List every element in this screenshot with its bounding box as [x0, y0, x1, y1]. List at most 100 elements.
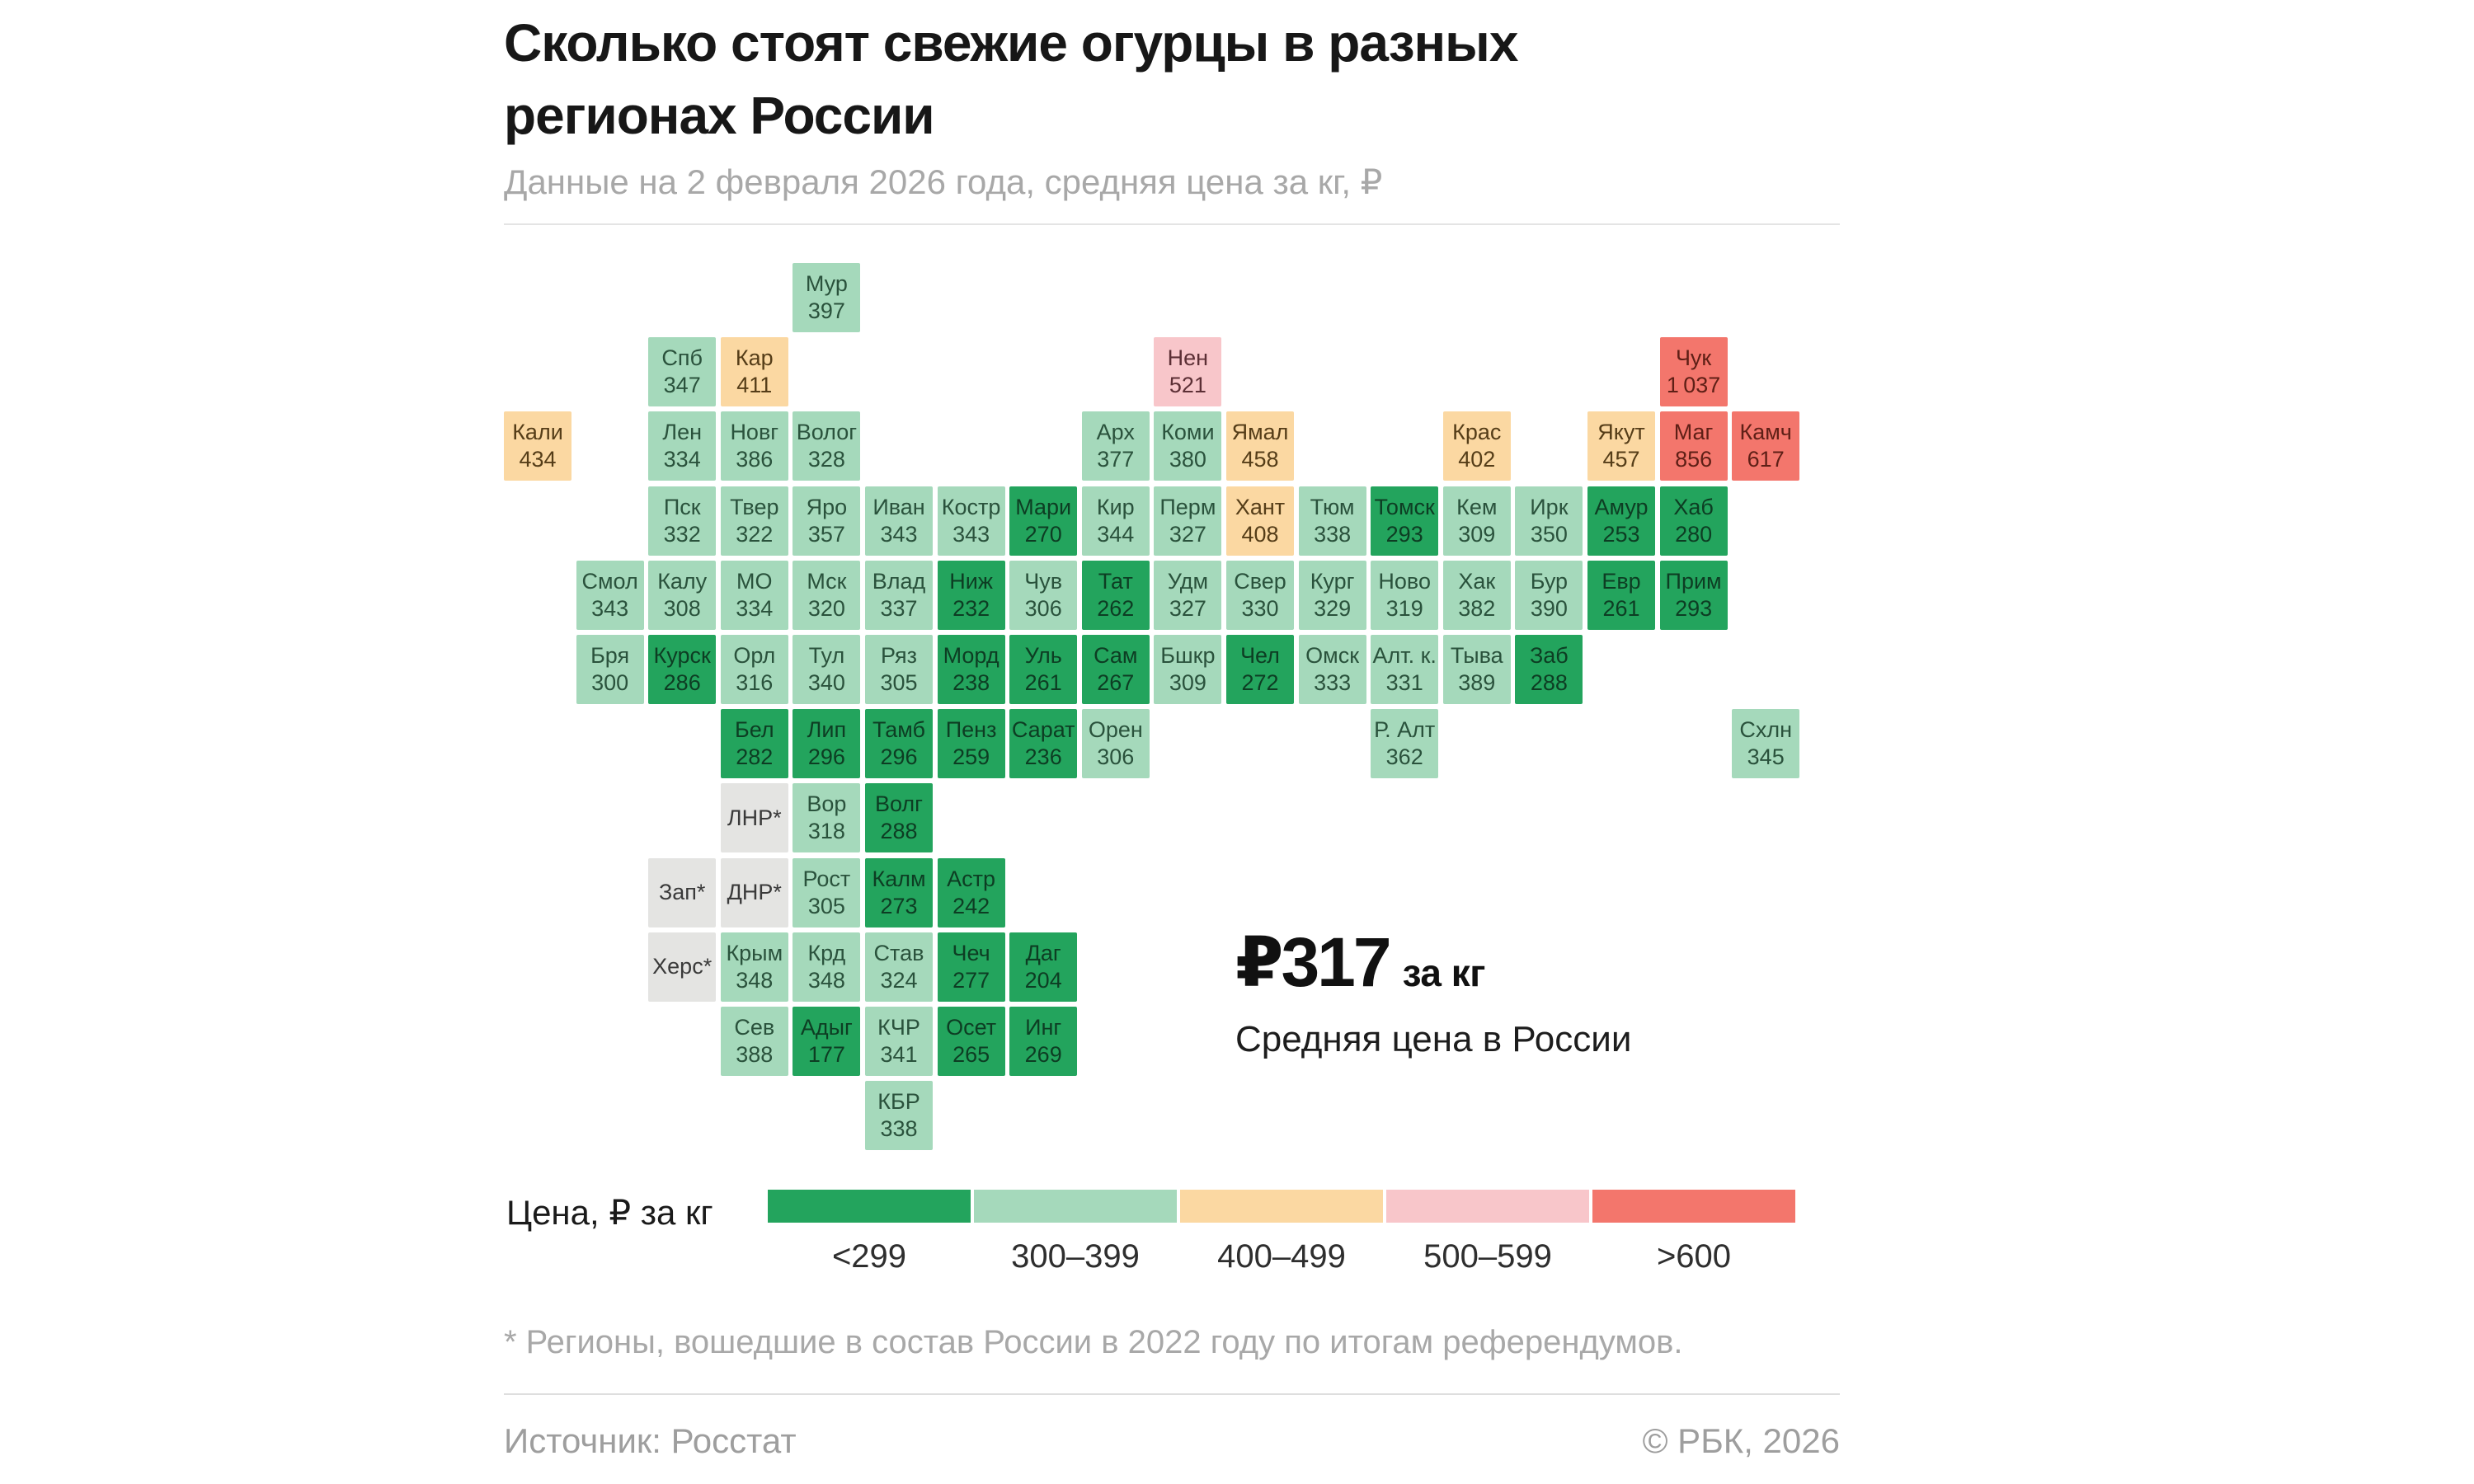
- region-name: Тат: [1098, 568, 1133, 594]
- region-tile: Хант 408: [1226, 486, 1294, 556]
- region-name: КБР: [877, 1089, 920, 1115]
- region-tile: Ново 319: [1371, 560, 1439, 630]
- footer-copyright: © РБК, 2026: [1642, 1421, 1840, 1460]
- region-name: Влад: [872, 568, 926, 594]
- region-tile: Новг 386: [720, 411, 788, 481]
- region-tile: Влад 337: [865, 560, 933, 630]
- region-tile: Хаб 280: [1659, 486, 1728, 556]
- legend-bin-label: 300–399: [1011, 1238, 1140, 1275]
- region-value: 388: [736, 1042, 774, 1067]
- region-name: Ряз: [880, 643, 918, 668]
- region-name: Якут: [1597, 420, 1645, 445]
- region-name: Амур: [1594, 494, 1649, 519]
- legend-swatch: [1386, 1190, 1589, 1223]
- region-name: ЛНР*: [727, 805, 782, 830]
- region-name: Камч: [1739, 420, 1792, 445]
- region-value: 300: [591, 670, 629, 695]
- region-tile: КЧР 341: [865, 1007, 933, 1076]
- region-value: 261: [1024, 670, 1062, 695]
- region-value: 348: [736, 967, 774, 993]
- region-value: 282: [736, 744, 774, 770]
- region-value: 320: [807, 595, 845, 621]
- region-tile: Мур 397: [793, 263, 861, 332]
- region-tile: Кем 309: [1442, 486, 1511, 556]
- page-title-line2: регионах России: [504, 86, 935, 145]
- average-price-unit: за кг: [1402, 951, 1486, 994]
- region-name: Зап*: [658, 880, 706, 905]
- region-value: 288: [880, 819, 918, 844]
- region-value: 306: [1097, 744, 1135, 770]
- region-tile: Яро 357: [793, 486, 861, 556]
- region-name: Бур: [1530, 568, 1569, 594]
- region-value: 337: [880, 595, 918, 621]
- region-value: 273: [880, 893, 918, 918]
- region-name: Сев: [734, 1015, 775, 1040]
- region-name: Тыва: [1450, 643, 1503, 668]
- region-name: Орл: [733, 643, 776, 668]
- region-name: Томск: [1374, 494, 1435, 519]
- region-value: 334: [663, 447, 701, 472]
- region-name: Перм: [1159, 494, 1216, 519]
- region-tile: Чук 1 037: [1659, 337, 1728, 407]
- region-tile: Бел 282: [720, 709, 788, 779]
- region-value: 347: [663, 373, 701, 398]
- region-name: Ново: [1378, 568, 1431, 594]
- region-name: Кург: [1310, 568, 1355, 594]
- tile-map: Мур 397 Спб 347 Кар 411 Нен 521 Чук 1 037 Кали 434 Л…: [504, 263, 1800, 1151]
- region-value: 327: [1169, 521, 1206, 547]
- page-title: Сколько стоят свежие огурцы в разных рег…: [504, 7, 1790, 152]
- region-name: КЧР: [877, 1015, 920, 1040]
- region-name: Крым: [726, 940, 783, 965]
- region-value: 334: [736, 595, 774, 621]
- average-price-line: ₽317 за кг: [1235, 922, 1631, 1003]
- region-value: 329: [1314, 595, 1352, 621]
- region-tile: Калм 273: [865, 857, 933, 928]
- region-tile: Камч 617: [1732, 411, 1800, 481]
- region-name: Омск: [1305, 643, 1360, 668]
- region-name: Сарат: [1011, 717, 1075, 743]
- region-tile: Маг 856: [1659, 411, 1728, 481]
- region-name: Пенз: [945, 717, 997, 743]
- region-value: 262: [1097, 595, 1135, 621]
- region-name: Ямал: [1231, 420, 1289, 445]
- legend-label: Цена, ₽ за кг: [506, 1193, 713, 1232]
- region-tile: Кали 434: [504, 411, 571, 481]
- region-value: 305: [880, 670, 918, 695]
- region-name: Кем: [1456, 494, 1498, 519]
- region-tile: Лен 334: [648, 411, 717, 481]
- region-value: 617: [1747, 447, 1785, 472]
- region-value: 1 037: [1666, 373, 1721, 398]
- region-value: 288: [1530, 670, 1568, 695]
- region-value: 328: [807, 447, 845, 472]
- region-name: Тамб: [872, 717, 926, 743]
- region-name: Р. Алт: [1374, 717, 1436, 743]
- average-price-caption: Средняя цена в России: [1235, 1019, 1632, 1059]
- region-tile: ДНР*: [720, 857, 788, 928]
- region-name: Бря: [590, 643, 630, 668]
- average-price-block: ₽317 за кг Средняя цена в России: [1235, 922, 1631, 1060]
- region-name: Удм: [1167, 568, 1209, 594]
- region-value: 293: [1385, 521, 1423, 547]
- bottom-divider: [504, 1393, 1840, 1395]
- region-value: 238: [952, 670, 990, 695]
- region-name: Курск: [653, 643, 711, 668]
- region-value: 457: [1602, 447, 1640, 472]
- region-tile: Перм 327: [1154, 486, 1222, 556]
- region-tile: Твер 322: [720, 486, 788, 556]
- region-tile: Инг 269: [1009, 1007, 1078, 1076]
- region-tile: Пенз 259: [937, 709, 1005, 779]
- region-tile: Сарат 236: [1009, 709, 1078, 779]
- region-name: Чув: [1024, 568, 1063, 594]
- region-tile: Томск 293: [1371, 486, 1439, 556]
- region-name: Мари: [1015, 494, 1072, 519]
- region-tile: Осет 265: [937, 1007, 1005, 1076]
- region-name: Мск: [807, 568, 847, 594]
- region-name: Заб: [1529, 643, 1569, 668]
- region-value: 343: [591, 595, 629, 621]
- region-tile: Р. Алт 362: [1371, 709, 1439, 779]
- region-name: Иван: [872, 494, 925, 519]
- region-tile: Свер 330: [1226, 560, 1294, 630]
- region-value: 397: [807, 298, 845, 323]
- region-value: 324: [880, 967, 918, 993]
- region-name: Вор: [807, 791, 847, 817]
